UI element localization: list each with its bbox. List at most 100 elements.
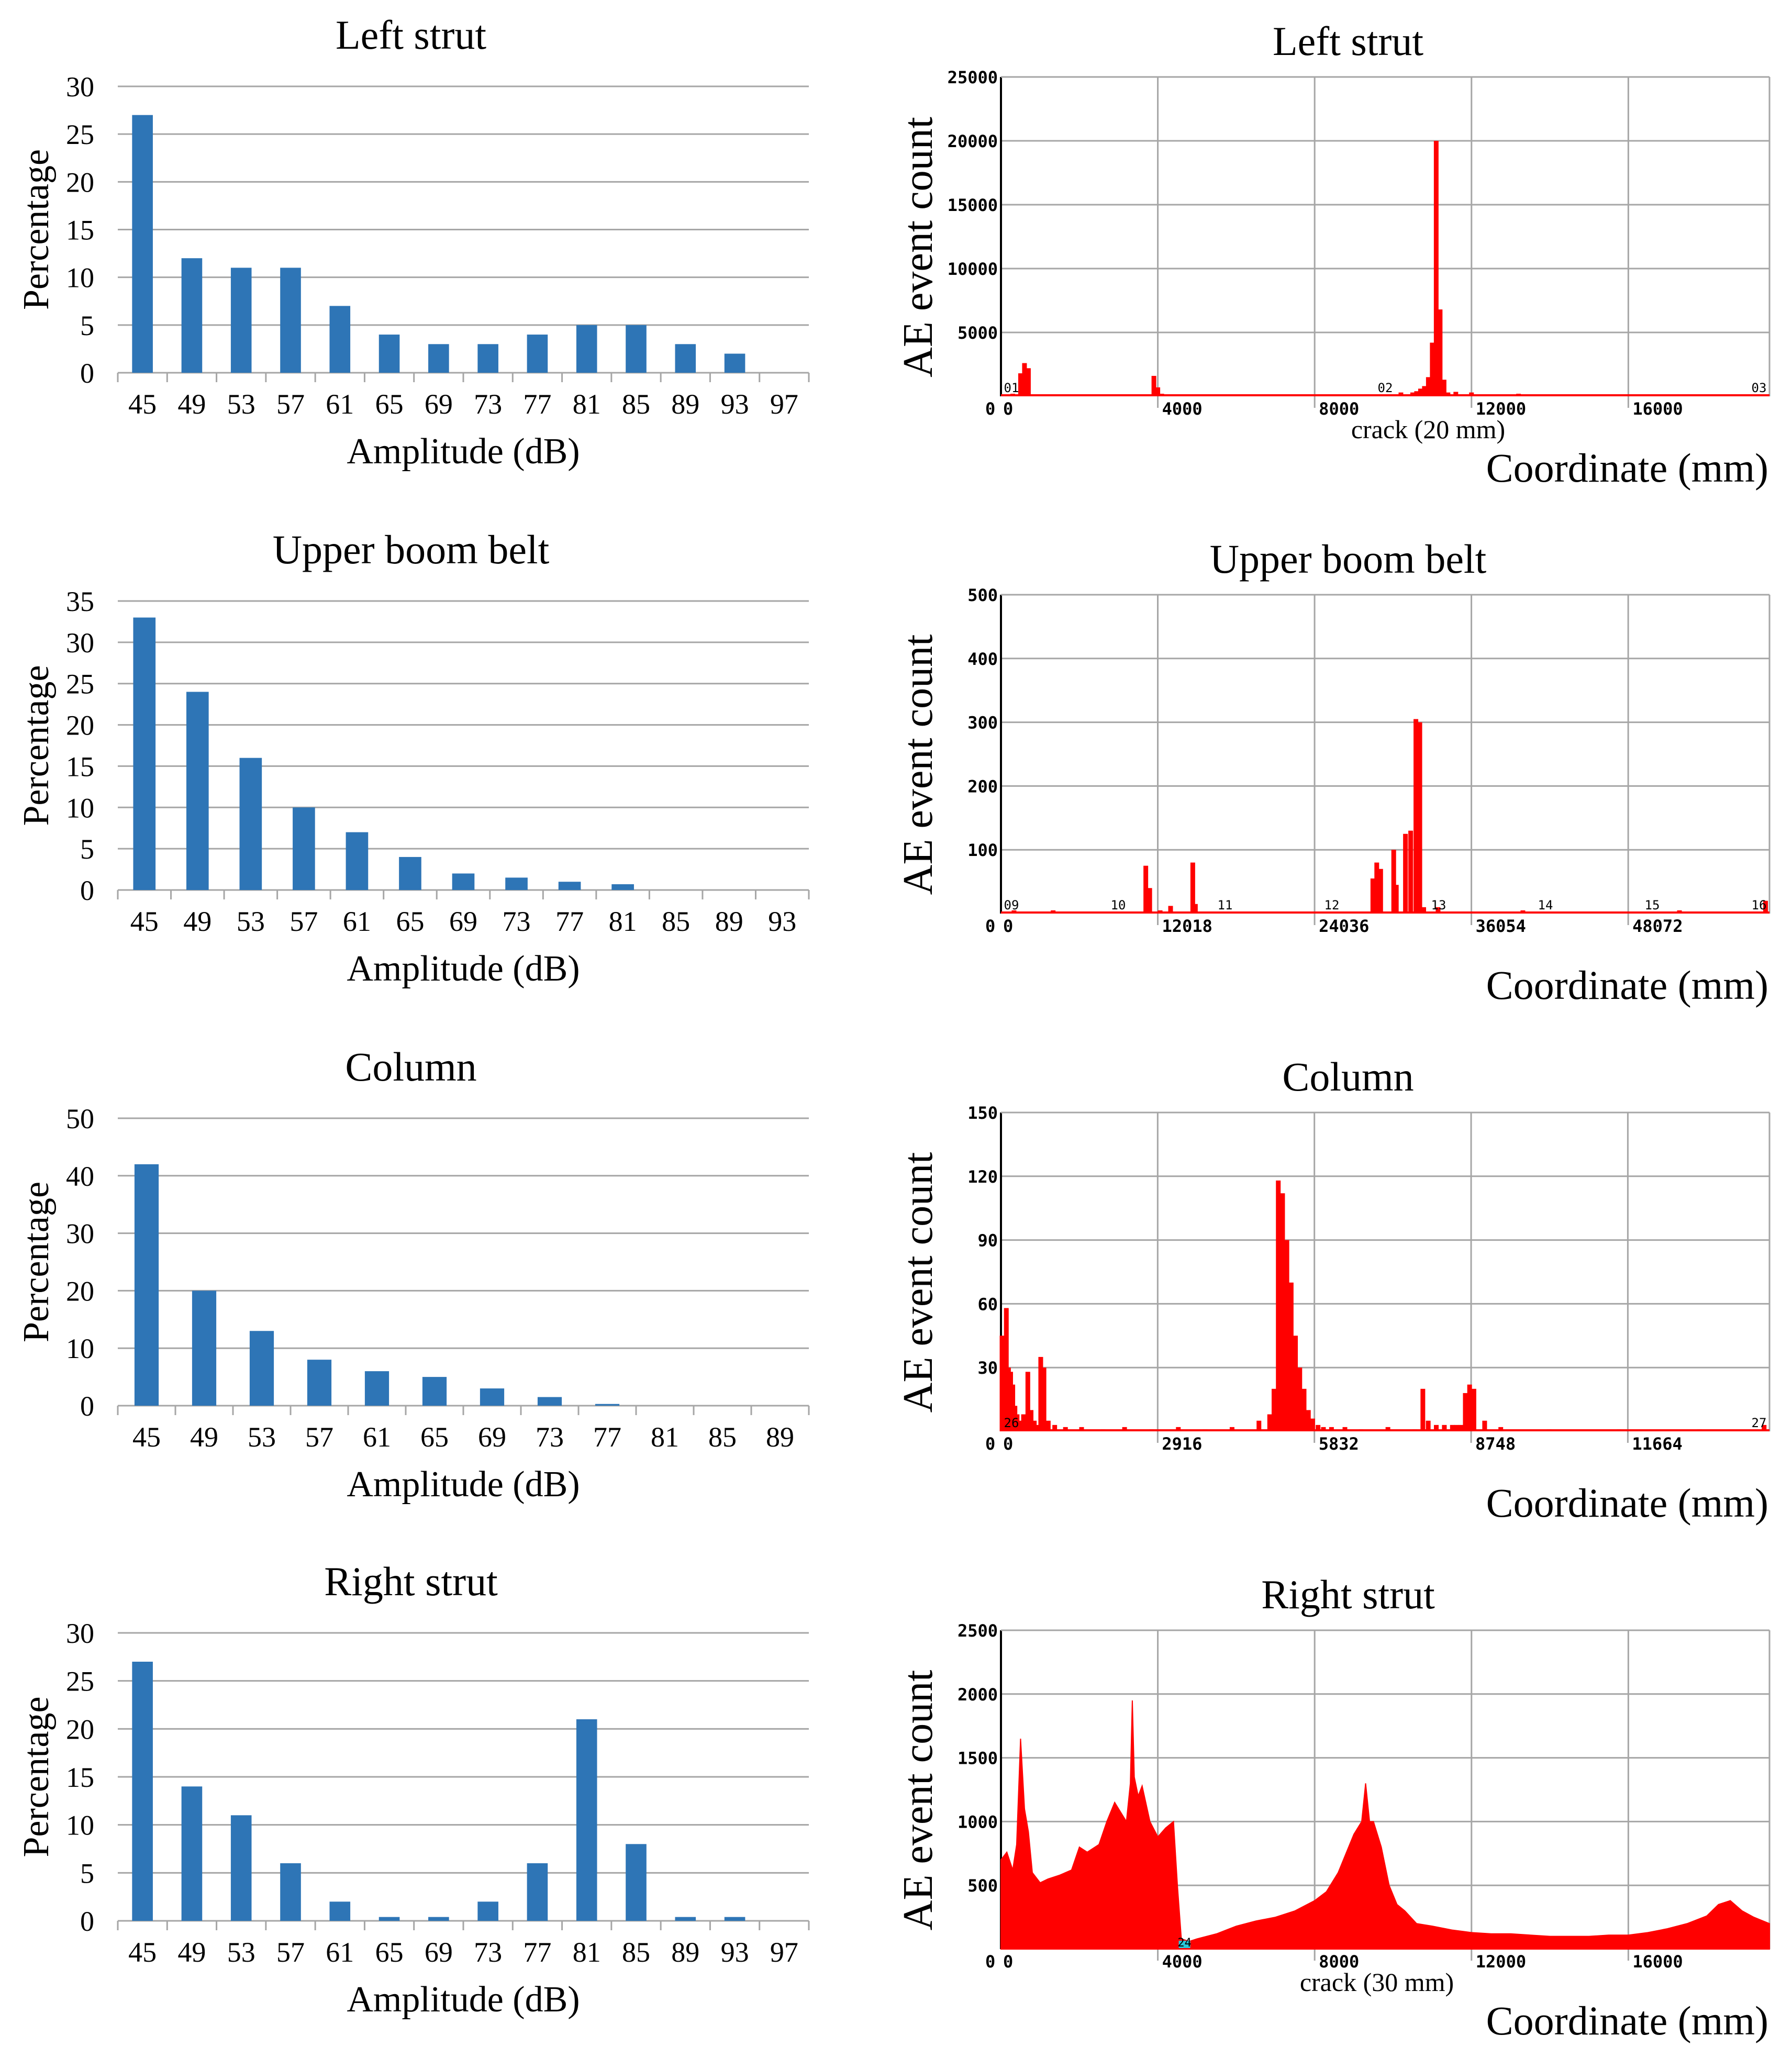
x-tick-label: 89 xyxy=(671,1937,699,1968)
x-tick-label: 45 xyxy=(132,1421,161,1453)
x-tick-label: 12018 xyxy=(1162,916,1212,936)
x-tick-label: 57 xyxy=(305,1421,333,1453)
x-tick-label: 4000 xyxy=(1162,399,1203,419)
event-bar xyxy=(1316,1425,1321,1431)
event-bar xyxy=(1271,1388,1276,1431)
x-tick-label: 61 xyxy=(363,1421,391,1453)
x-tick-label: 53 xyxy=(237,906,265,937)
sensor-label: 12 xyxy=(1324,898,1340,913)
event-bar xyxy=(1147,888,1152,914)
event-area xyxy=(1000,1700,1770,1950)
event-bar xyxy=(1032,1420,1037,1431)
x-tick-label: 5832 xyxy=(1319,1434,1359,1454)
bar xyxy=(576,1719,597,1921)
event-bar xyxy=(1442,1425,1447,1431)
event-bar xyxy=(1284,1240,1289,1431)
x-tick-label: 49 xyxy=(183,906,212,937)
origin-label: 0 xyxy=(985,916,995,936)
y-tick-label: 35 xyxy=(66,586,94,617)
y-tick-label: 15000 xyxy=(948,195,998,215)
x-tick-label: 77 xyxy=(523,388,551,420)
sensor-label: 11 xyxy=(1218,898,1233,913)
y-tick-label: 15 xyxy=(66,1762,94,1793)
x-tick-label: 8748 xyxy=(1475,1434,1516,1454)
x-tick-label: 93 xyxy=(721,1937,749,1968)
bar xyxy=(192,1291,217,1406)
x-tick-label: 81 xyxy=(573,388,601,420)
y-tick-label: 25 xyxy=(66,669,94,700)
y-tick-label: 5 xyxy=(80,833,94,865)
x-tick-label: 77 xyxy=(555,906,584,937)
y-tick-label: 5 xyxy=(80,1857,94,1889)
x-tick-label: 8000 xyxy=(1319,1952,1359,1972)
event-bar xyxy=(1151,375,1156,396)
bar xyxy=(133,617,156,890)
event-bar xyxy=(1018,373,1023,396)
event-bar xyxy=(1306,1410,1311,1431)
event-bar xyxy=(1022,363,1027,396)
x-tick-label: 89 xyxy=(715,906,743,937)
event-bar xyxy=(1374,862,1379,914)
y-tick-label: 30 xyxy=(66,71,94,103)
event-bar xyxy=(1418,388,1423,396)
bar xyxy=(595,1404,620,1406)
x-tick-label: 77 xyxy=(523,1937,551,1968)
y-tick-label: 20000 xyxy=(948,131,998,151)
x-tick-label: 81 xyxy=(573,1937,601,1968)
sensor-label: 26 xyxy=(1004,1416,1019,1430)
y-tick-label: 30 xyxy=(66,627,94,659)
bar xyxy=(293,807,315,890)
y-tick-label: 25 xyxy=(66,119,94,150)
x-tick-label: 61 xyxy=(326,388,354,420)
event-bar xyxy=(1426,377,1431,396)
x-tick-label: 97 xyxy=(770,388,798,420)
event-bar xyxy=(1310,1418,1315,1431)
event-bar xyxy=(1176,1427,1181,1431)
y-tick-label: 10 xyxy=(66,792,94,824)
x-axis-title: Amplitude (dB) xyxy=(347,949,580,989)
chart-title: Column xyxy=(1282,1054,1413,1099)
y-tick-label: 0 xyxy=(80,1390,94,1422)
x-tick-label: 77 xyxy=(593,1421,621,1453)
event-bar xyxy=(1045,1420,1051,1431)
y-tick-label: 10 xyxy=(66,1810,94,1841)
x-tick-label: 0 xyxy=(1003,1434,1013,1454)
sensor-label: 09 xyxy=(1004,898,1019,913)
event-bar xyxy=(1417,722,1422,914)
y-tick-label: 2500 xyxy=(958,1621,998,1641)
y-tick-label: 400 xyxy=(967,649,998,669)
bar xyxy=(527,1863,548,1921)
x-tick-label: 65 xyxy=(420,1421,449,1453)
bar xyxy=(724,1917,745,1921)
event-bar xyxy=(1122,1427,1127,1431)
sensor-label: 14 xyxy=(1538,898,1553,913)
event-bar xyxy=(1498,1427,1504,1431)
sensor-label: 02 xyxy=(1378,381,1393,395)
chart-title: Upper boom belt xyxy=(1210,536,1487,582)
event-bar xyxy=(1026,368,1031,396)
crack-annotation: crack (30 mm) xyxy=(1300,1967,1454,1997)
event-bar xyxy=(1420,1388,1426,1431)
event-bar xyxy=(1378,869,1383,914)
x-tick-label: 53 xyxy=(227,1937,255,1968)
x-tick-label: 12000 xyxy=(1476,1952,1526,1972)
bar xyxy=(626,325,647,373)
x-tick-label: 0 xyxy=(1003,916,1013,936)
bar xyxy=(527,335,548,373)
bar xyxy=(505,877,528,890)
bar xyxy=(181,258,203,373)
y-tick-label: 10000 xyxy=(948,259,998,279)
x-tick-label: 0 xyxy=(1003,399,1013,419)
event-bar xyxy=(1438,309,1443,396)
y-tick-label: 15 xyxy=(66,215,94,246)
x-tick-label: 69 xyxy=(425,388,453,420)
event-bar xyxy=(1414,391,1419,396)
bar xyxy=(379,335,400,373)
event-bar xyxy=(1293,1336,1298,1431)
x-tick-label: 69 xyxy=(478,1421,506,1453)
y-tick-label: 100 xyxy=(967,840,998,860)
event-bar xyxy=(1391,850,1396,914)
event-bar xyxy=(1433,141,1439,396)
x-tick-label: 8000 xyxy=(1319,399,1359,419)
x-tick-label: 53 xyxy=(227,388,255,420)
